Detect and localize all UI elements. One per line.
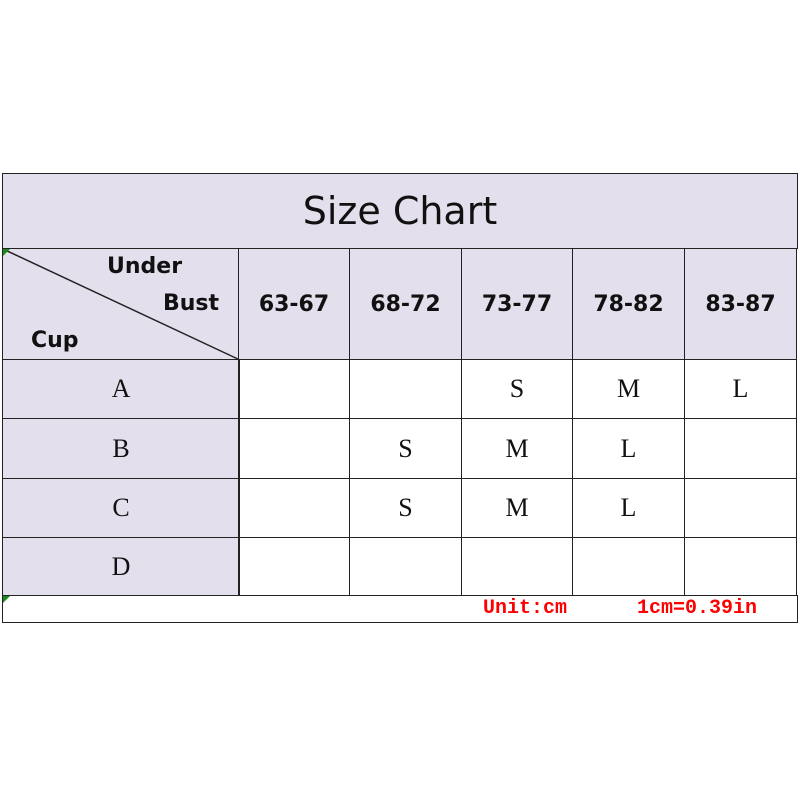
size-cell: S	[461, 359, 573, 419]
column-header-text: 68-72	[370, 291, 441, 317]
size-cell-text: M	[505, 433, 529, 463]
size-cell	[684, 478, 797, 538]
cell-marker-icon	[3, 596, 10, 603]
column-header-text: 78-82	[593, 291, 664, 317]
corner-bust: Bust	[163, 291, 220, 316]
diagonal-line	[3, 249, 241, 361]
size-cell: M	[461, 478, 573, 538]
row-header-cup-text: D	[111, 551, 131, 581]
size-cell	[461, 537, 573, 596]
size-cell	[349, 537, 462, 596]
size-cell: S	[349, 418, 462, 479]
row-header-cup: D	[2, 537, 240, 596]
size-cell-text: S	[398, 493, 413, 522]
column-header-text: 63-67	[258, 291, 330, 317]
row-header-cup-text: B	[112, 433, 130, 463]
row-header-cup-text: C	[112, 493, 130, 522]
column-header: 68-72	[349, 248, 462, 360]
size-cell-text: S	[398, 433, 413, 463]
column-header: 78-82	[572, 248, 685, 360]
size-cell	[238, 418, 350, 479]
size-cell	[238, 537, 350, 596]
size-cell: M	[572, 359, 685, 419]
column-header: 83-87	[684, 248, 797, 360]
size-cell-text: M	[505, 493, 529, 522]
column-header-text: 83-87	[705, 291, 776, 317]
size-cell	[684, 418, 797, 479]
size-cell-text: L	[620, 493, 637, 522]
size-cell: L	[572, 418, 685, 479]
unit-label: Unit:cm	[483, 597, 568, 620]
size-cell	[238, 478, 350, 538]
size-cell	[572, 537, 685, 596]
footer-row: Unit:cm 1cm=0.39in	[2, 595, 798, 623]
column-header: 73-77	[461, 248, 573, 360]
size-cell-text: L	[732, 374, 749, 403]
cell-marker-icon	[3, 249, 10, 256]
corner-under: Under	[107, 254, 183, 279]
title-row: Size Chart	[2, 173, 798, 249]
column-header-text: 73-77	[481, 291, 553, 317]
size-cell	[349, 359, 462, 419]
row-header-cup: C	[2, 478, 240, 538]
corner-cup: Cup	[31, 328, 79, 353]
size-cell: L	[684, 359, 797, 419]
size-cell-text: S	[509, 374, 525, 403]
size-cell: S	[349, 478, 462, 538]
row-header-cup-text: A	[111, 374, 131, 403]
title-row-text: Size Chart	[302, 189, 498, 233]
corner-header-cell: Under Bust Cup	[2, 248, 241, 361]
size-cell-text: L	[620, 433, 637, 463]
column-header: 63-67	[238, 248, 350, 360]
size-cell	[238, 359, 350, 419]
size-cell	[684, 537, 797, 596]
conversion-label: 1cm=0.39in	[637, 597, 758, 620]
size-cell: M	[461, 418, 573, 479]
size-cell-text: M	[616, 374, 641, 403]
row-header-cup: A	[2, 359, 240, 419]
size-cell: L	[572, 478, 685, 538]
row-header-cup: B	[2, 418, 240, 479]
